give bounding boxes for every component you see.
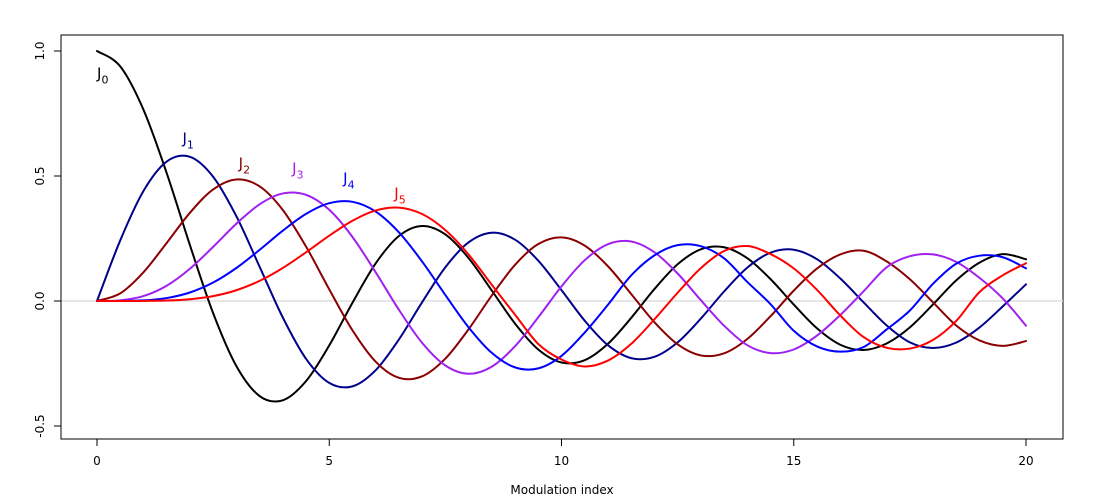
y-tick-label: -0.5 <box>33 414 47 437</box>
x-tick-label: 5 <box>325 454 333 468</box>
series-line-j5 <box>96 206 1027 368</box>
x-tick-label: 0 <box>93 454 101 468</box>
curve-labels-layer: J0 J1 J2 J3 J4 J5 <box>96 65 406 207</box>
series-line-j0 <box>96 50 1027 403</box>
curve-label-j0: J0 <box>96 65 108 87</box>
x-axis: 0 5 10 15 20 <box>93 438 1034 468</box>
y-axis: -0.5 0.0 0.5 1.0 <box>33 41 62 438</box>
x-axis-title: Modulation index <box>510 483 613 497</box>
x-tick-label: 10 <box>554 454 569 468</box>
series-line-j2 <box>96 178 1027 381</box>
series-line-j1 <box>96 154 1027 389</box>
series-layer <box>96 50 1027 403</box>
x-tick-label: 20 <box>1018 454 1033 468</box>
y-tick-label: 0.0 <box>33 291 47 310</box>
curve-label-j2: J2 <box>238 155 250 177</box>
curve-label-j4: J4 <box>342 170 354 192</box>
x-tick-label: 15 <box>786 454 801 468</box>
curve-label-j1: J1 <box>181 130 193 152</box>
curve-label-j5: J5 <box>393 185 405 207</box>
curve-label-j3: J3 <box>291 160 303 182</box>
y-tick-label: 1.0 <box>33 41 47 60</box>
series-line-j3 <box>96 191 1027 375</box>
y-tick-label: 0.5 <box>33 166 47 185</box>
series-line-j4 <box>96 200 1027 371</box>
